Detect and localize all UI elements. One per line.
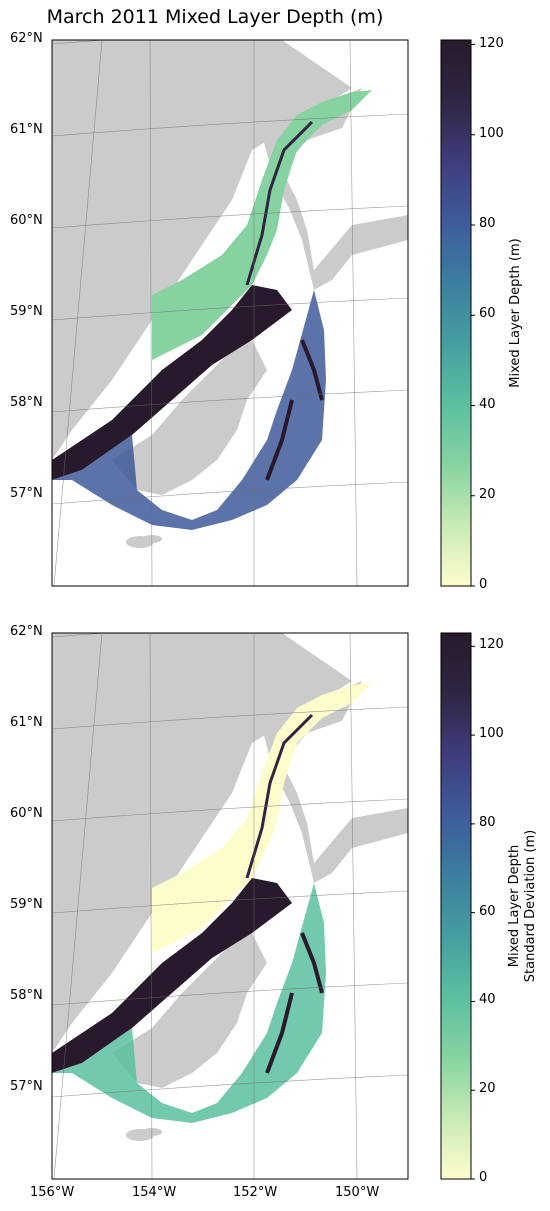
colorbar-bar [440, 632, 472, 1180]
lat-tick-label: 62°N [10, 624, 43, 639]
lat-tick-label: 57°N [10, 486, 43, 501]
mld-cook-inlet [152, 683, 372, 953]
lat-tick-label: 58°N [10, 395, 43, 410]
mld-inlet-channel [245, 120, 314, 286]
colorbar-tick-label: 20 [479, 1081, 496, 1097]
lat-tick-label: 60°N [10, 213, 43, 228]
mld-east-streak [265, 399, 294, 481]
colorbar-tick-label: 60 [479, 306, 496, 322]
mld-shelf-fan [52, 290, 326, 530]
lat-tick-label: 58°N [10, 988, 43, 1003]
map-panel-top [0, 0, 550, 600]
colorbar-tick-label: 100 [479, 726, 504, 742]
lat-tick-label: 61°N [10, 715, 43, 730]
colorbar-tick-label: 40 [479, 396, 496, 412]
lat-tick-label: 61°N [10, 122, 43, 137]
colorbar-label: Mixed Layer Depth Standard Deviation (m) [507, 796, 539, 1016]
lat-tick-label: 59°N [10, 304, 43, 319]
mixed-layer-depth-map [51, 39, 409, 587]
mld-inlet-channel [245, 713, 314, 879]
colorbar-tick-label: 120 [479, 637, 504, 653]
lat-tick-label: 60°N [10, 806, 43, 821]
mld-deep-trough [52, 878, 292, 1073]
mld-east-streak [300, 339, 324, 401]
lon-tick-label: 150°W [335, 1185, 380, 1200]
mld-east-streak [265, 992, 294, 1074]
lat-tick-label: 59°N [10, 897, 43, 912]
colorbar-tick-label: 40 [479, 992, 496, 1008]
mld-shelf-fan [52, 883, 326, 1123]
land-kodiak-island [112, 340, 267, 495]
mld-cook-inlet [152, 90, 372, 360]
map-frame [51, 632, 409, 1180]
colorbar-tick-label: 80 [479, 814, 496, 830]
mld-deep-trough [52, 285, 292, 480]
map-frame [51, 39, 409, 587]
graticule [52, 40, 408, 586]
colorbar-label-line: Standard Deviation (m) [523, 829, 538, 983]
colorbar-label-line: Mixed Layer Depth [507, 844, 522, 968]
colorbar-tick-label: 80 [479, 216, 496, 231]
land-kodiak-island [112, 933, 267, 1088]
lon-tick-label: 154°W [132, 1185, 177, 1200]
colorbar-tick-label: 0 [479, 577, 488, 592]
colorbar-tick-label: 20 [479, 486, 496, 502]
colorbar-tick-label: 100 [479, 125, 504, 141]
mld-east-streak [300, 932, 324, 994]
lon-tick-label: 152°W [233, 1185, 278, 1200]
graticule [52, 633, 408, 1179]
chart-title: March 2011 Mixed Layer Depth (m) [46, 6, 384, 28]
colorbar-tick-label: 120 [479, 35, 504, 51]
lon-tick-label: 156°W [30, 1185, 75, 1200]
colorbar-tick-label: 60 [479, 903, 496, 919]
colorbar-bar [440, 39, 472, 587]
lat-tick-label: 62°N [10, 31, 43, 46]
colorbar-tick-label: 0 [479, 1170, 488, 1185]
land-west [52, 633, 352, 1053]
land-west [52, 40, 352, 460]
lat-tick-label: 57°N [10, 1079, 43, 1094]
